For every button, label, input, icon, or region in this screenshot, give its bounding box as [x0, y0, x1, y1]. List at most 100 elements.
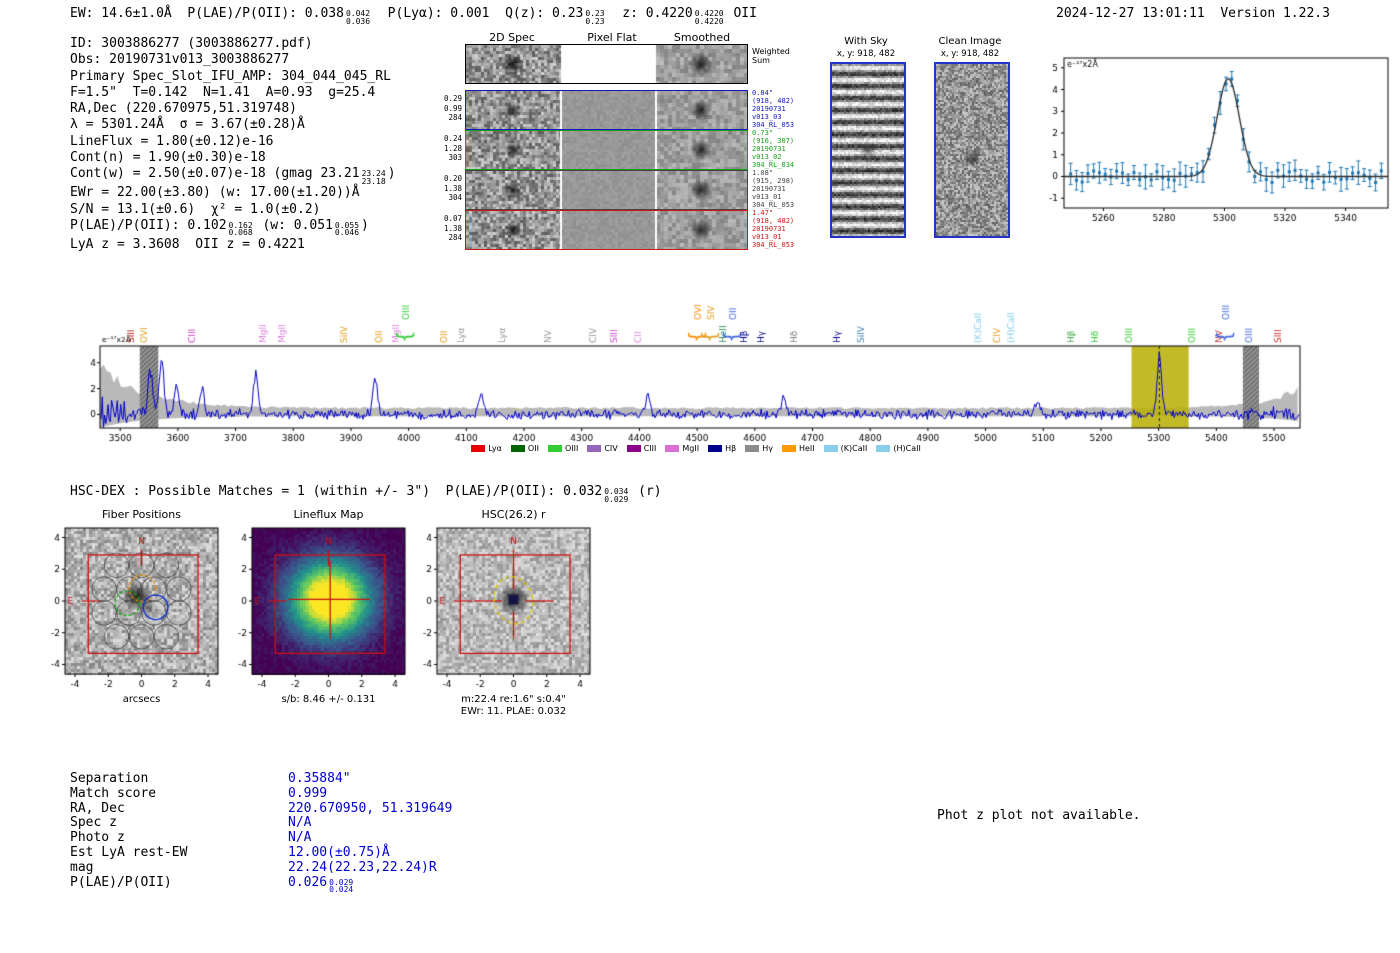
- legend-item: CIV: [587, 444, 618, 453]
- info-line: Obs: 20190731v013_3003886277: [70, 52, 396, 68]
- match-table-row: Spec z N/A: [70, 815, 452, 831]
- legend-item: Hβ: [708, 444, 736, 453]
- uncertainty-stack: 0.034 0.029: [604, 487, 629, 504]
- text-segment: (r): [630, 484, 662, 499]
- text-segment: Cont(w) = 2.50(±0.07)e-18 (gmag 23.21: [70, 166, 360, 182]
- legend-label: MgII: [682, 444, 700, 453]
- legend-label: OII: [527, 444, 539, 453]
- match-field-label: RA, Dec: [70, 800, 125, 816]
- spec2d-row-image: [465, 210, 748, 250]
- spec2d-row-scale-values: 0.29 0.99 284: [443, 94, 462, 122]
- spec2d-row-image: [465, 130, 748, 170]
- legend-item: (K)CaII: [823, 444, 868, 453]
- legend-swatch: [547, 445, 562, 452]
- withsky-coords: x, y: 918, 482: [836, 49, 896, 59]
- text-segment: λ = 5301.24Å σ = 3.67(±0.28)Å: [70, 117, 305, 133]
- legend-swatch: [708, 445, 723, 452]
- text-segment: (w: 0.051: [254, 217, 333, 233]
- weighted-sum-image: [465, 44, 748, 84]
- text-segment: P(LAE)/P(OII): 0.102: [70, 217, 227, 233]
- text-segment: OII: [725, 6, 757, 21]
- text-segment: RA,Dec (220.670975,51.319748): [70, 101, 297, 117]
- match-field-label: Photo z: [70, 830, 125, 846]
- text-segment: Primary Spec_Slot_IFU_AMP: 304_044_045_R…: [70, 68, 391, 84]
- match-table-row: RA, Dec 220.670950, 51.319649: [70, 800, 453, 817]
- legend-item: Hγ: [745, 444, 773, 453]
- spectrum-legend: Lyα OII OIII CIV CIII MgII Hβ Hγ HeII (K)CaII (H)C…: [88, 444, 1313, 453]
- spec2d-row-annotation: 1.47" (918, 482) 20190731 v013_01 304_RL_053: [752, 209, 795, 249]
- info-line: λ = 5301.24Å σ = 3.67(±0.28)Å: [70, 117, 396, 133]
- legend-item: CIII: [626, 444, 657, 453]
- legend-swatch: [781, 445, 796, 452]
- withsky-image: [830, 62, 906, 238]
- legend-item: OIII: [547, 444, 579, 453]
- info-line: LyA z = 3.3608 OII z = 0.4221: [70, 237, 396, 253]
- match-table-row: mag 22.24(22.23,22.24)R: [70, 859, 452, 876]
- info-line: LineFlux = 1.80(±0.12)e-16: [70, 134, 396, 150]
- spec2d-row-scale-values: 0.20 1.38 304: [443, 174, 462, 202]
- spec2d-row-image: [465, 170, 748, 210]
- cutout-title-lineflux-map: Lineflux Map: [293, 508, 364, 521]
- legend-label: CIII: [643, 444, 657, 453]
- match-field-value: 0.35884": [288, 771, 351, 786]
- legend-item: (H)CaII: [876, 444, 921, 453]
- match-table-row: P(LAE)/P(OII) 0.026 0.029 0.024: [70, 874, 452, 894]
- legend-item: HeII: [781, 444, 815, 453]
- match-field-label: Separation: [70, 771, 149, 786]
- match-table-row: Est LyA rest-EW 12.00(±0.75)Å: [70, 844, 452, 861]
- legend-label: HeII: [798, 444, 815, 453]
- info-line: EWr = 22.00(±3.80) (w: 17.00(±1.20))Å: [70, 185, 396, 201]
- spec2d-panel: 2D Spec Pixel Flat Smoothed Weighted Sum…: [440, 30, 810, 260]
- spec2d-row-image: [465, 90, 748, 130]
- photz-note: Phot z plot not available.: [937, 808, 1141, 823]
- text-segment: ): [387, 166, 396, 182]
- legend-label: (H)CaII: [893, 444, 921, 453]
- info-line: Cont(n) = 1.90(±0.30)e-18: [70, 150, 396, 166]
- cutout-caption-sb: s/b: 8.46 +/- 0.131: [281, 694, 376, 705]
- col-title-pixelflat: Pixel Flat: [587, 31, 637, 44]
- text-segment: ): [361, 217, 369, 233]
- text-segment: ID: 3003886277 (3003886277.pdf): [70, 36, 313, 51]
- legend-label: (K)CaII: [840, 444, 868, 453]
- text-segment: EWr = 22.00(±3.80) (w: 17.00(±1.20))Å: [70, 185, 360, 201]
- detection-info-block: ID: 3003886277 (3003886277.pdf) Obs: 2019…: [70, 36, 396, 253]
- match-field-value: 220.670950, 51.319649: [288, 800, 453, 816]
- legend-label: OIII: [564, 444, 579, 453]
- text-segment: EW: 14.6±1.0Å P(LAE)/P(OII): 0.038: [70, 6, 344, 21]
- legend-swatch: [745, 445, 760, 452]
- text-segment: Obs: 20190731v013_3003886277: [70, 52, 290, 68]
- legend-swatch: [665, 445, 680, 452]
- info-line: F=1.5" T=0.142 N=1.41 A=0.93 g=25.4: [70, 85, 396, 101]
- legend-item: Lyα: [471, 444, 502, 453]
- clean-image: [934, 62, 1010, 238]
- clean-title: Clean Image: [938, 36, 1002, 47]
- text-segment: S/N = 13.1(±0.6) χ² = 1.0(±0.2): [70, 201, 321, 217]
- match-field-label: P(LAE)/P(OII): [70, 874, 172, 890]
- match-field-label: Est LyA rest-EW: [70, 844, 188, 860]
- match-table-row: Separation 0.35884": [70, 771, 452, 787]
- uncertainty-stack: 0.4220 0.4220: [694, 9, 724, 26]
- text-segment: LyA z = 3.3608 OII z = 0.4221: [70, 236, 305, 252]
- hsc-r-cutout: [402, 522, 602, 696]
- uncertainty-stack: 0.162 0.068: [228, 220, 253, 238]
- spec2d-row-annotation: 0.73" (916, 307) 20190731 v013_02 304_RL_034: [752, 129, 795, 169]
- spec2d-row-annotation: 1.08" (915, 298) 20190731 v013_01 304_RL_053: [752, 169, 795, 209]
- legend-label: Lyα: [488, 444, 502, 453]
- cutout-title-fiber-positions: Fiber Positions: [102, 508, 181, 521]
- weighted-sum-label-line1: Weighted: [752, 47, 790, 56]
- spec2d-row-scale-values: 0.07 1.38 284: [443, 214, 462, 242]
- cutout-xlabel-arcsecs: arcsecs: [122, 694, 161, 705]
- spec2d-row-scale-values: 0.24 1.28 303: [443, 134, 462, 162]
- legend-item: MgII: [665, 444, 699, 453]
- legend-swatch: [626, 445, 641, 452]
- uncertainty-stack: 23.24 23.18: [361, 169, 386, 186]
- match-table-row: Photo z N/A: [70, 830, 452, 846]
- match-field-value: 22.24(22.23,22.24)R: [288, 859, 437, 875]
- legend-label: Hγ: [762, 444, 773, 453]
- legend-label: Hβ: [725, 444, 737, 453]
- match-table-row: Match score 0.999: [70, 786, 452, 802]
- legend-swatch: [587, 445, 602, 452]
- withsky-title: With Sky: [844, 36, 888, 47]
- timestamp: 2024-12-27 13:01:11 Version 1.22.3: [1056, 6, 1330, 21]
- hsc-match-header: HSC-DEX : Possible Matches = 1 (within +…: [70, 484, 662, 503]
